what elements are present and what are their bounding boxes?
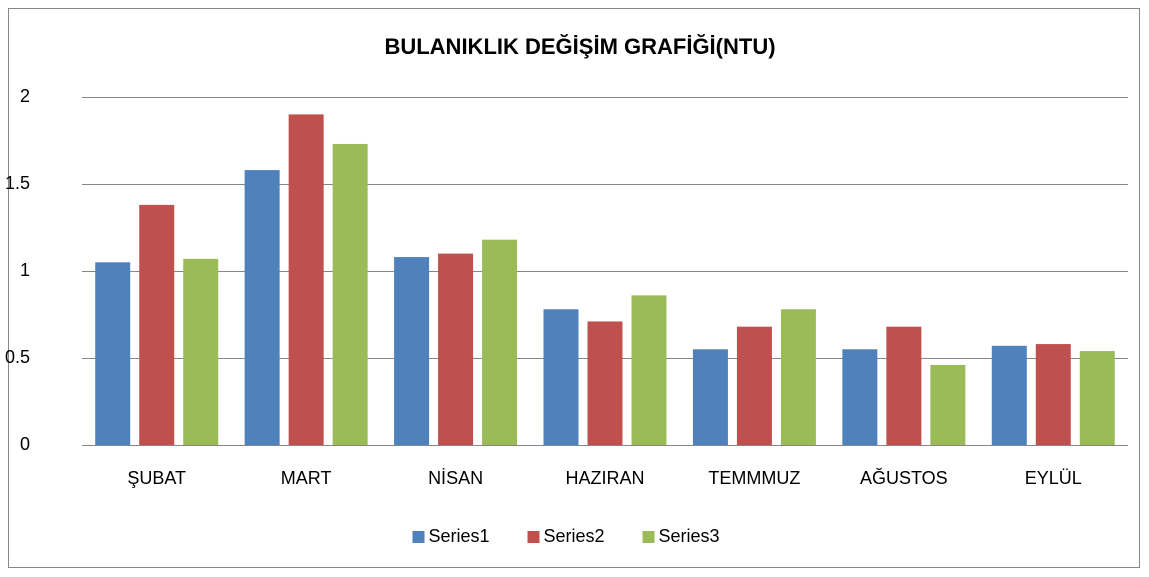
bar [780,309,816,445]
x-tick-label: EYLÜL [1025,468,1082,488]
bar [692,349,728,445]
bar [543,309,579,445]
bar [394,257,430,445]
y-tick-label: 2 [20,86,30,106]
bar [95,262,131,445]
bar [631,295,667,445]
bar [991,345,1027,445]
y-tick-label: 0.5 [5,347,30,367]
bar [1035,344,1071,445]
bar [587,321,623,445]
bar [438,253,474,445]
legend-swatch [527,531,540,543]
y-tick-label: 1 [20,260,30,280]
legend-swatch [642,531,655,543]
bar [842,349,878,445]
chart-title: BULANIKLIK DEĞİŞİM GRAFİĞİ(NTU) [384,34,775,59]
bar [736,326,772,445]
bar [930,364,966,445]
x-tick-label: ŞUBAT [127,468,186,488]
x-tick-label: MART [281,468,332,488]
bar [482,239,518,445]
bar [886,326,922,445]
x-tick-label: AĞUSTOS [860,467,948,488]
y-tick-label: 1.5 [5,173,30,193]
bar [139,204,175,445]
legend-label: Series1 [429,526,490,546]
x-tick-label: HAZIRAN [565,468,644,488]
bar [244,170,280,445]
y-tick-label: 0 [20,434,30,454]
x-tick-label: TEMMMUZ [708,468,800,488]
x-tick-label: NİSAN [428,468,483,488]
legend-swatch [412,531,425,543]
legend-label: Series2 [544,526,605,546]
bar [288,114,324,446]
legend-label: Series3 [659,526,720,546]
bar [1079,351,1115,445]
bar [332,143,368,446]
bar [183,258,219,445]
